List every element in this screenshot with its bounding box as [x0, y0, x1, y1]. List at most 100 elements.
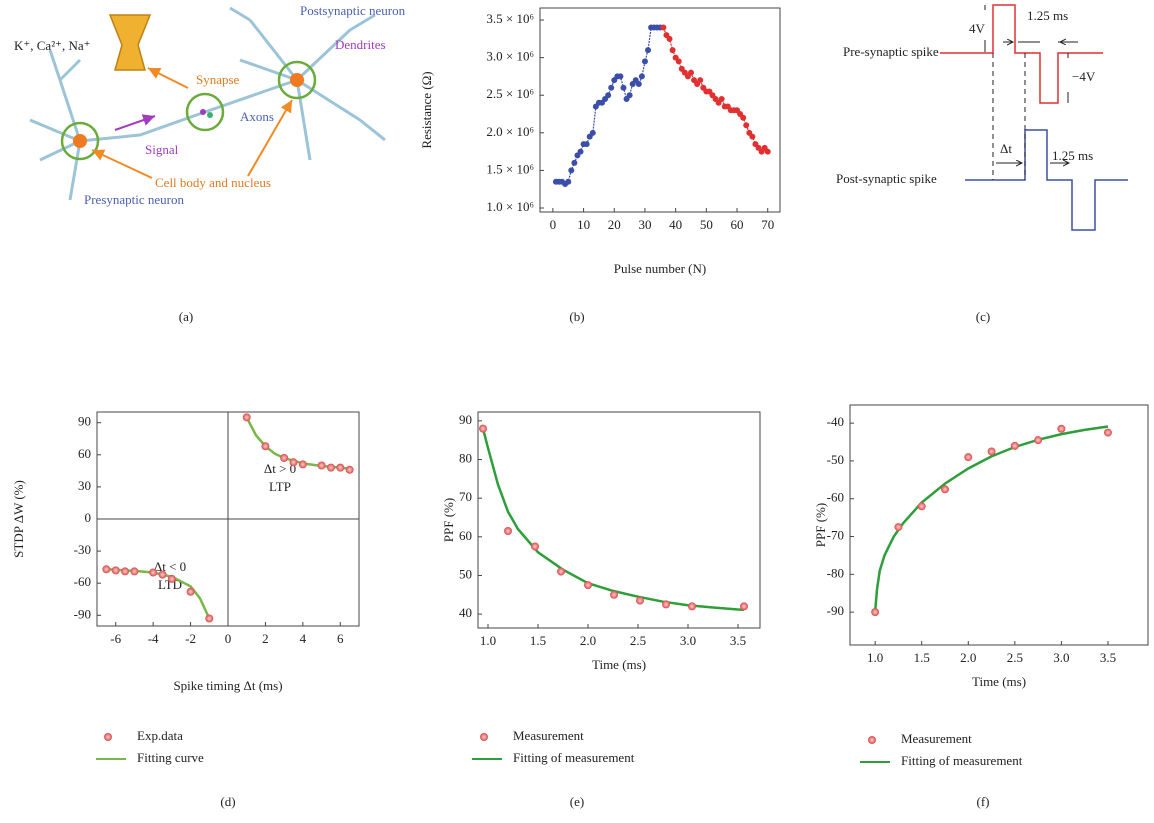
data-point: [662, 600, 670, 609]
y-tick-label: 60: [459, 528, 472, 543]
plot-frame: [849, 404, 1149, 646]
x-tick-label: 0: [550, 217, 557, 232]
y-tick-label: 70: [459, 489, 472, 504]
data-point: [149, 568, 158, 577]
series-line: [556, 27, 661, 185]
x-tick-label: 1.5: [530, 633, 546, 648]
data-point: [620, 84, 627, 91]
data-point: [608, 84, 615, 91]
panel-label: (c): [976, 309, 990, 324]
y-axis-label: Resistance (Ω): [419, 71, 434, 148]
spike-diagram: [940, 4, 1128, 231]
data-point: [121, 567, 130, 576]
annotation: LTP: [269, 479, 291, 494]
data-point: [317, 461, 326, 470]
y-tick-label: 30: [78, 478, 91, 493]
y-tick-label: 40: [459, 605, 472, 620]
data-point: [636, 596, 644, 605]
x-tick-label: 0: [225, 631, 232, 646]
data-point: [1010, 441, 1019, 450]
annotation: Δt > 0: [264, 461, 296, 476]
legend-label: Exp.data: [137, 728, 183, 743]
x-axis-label: Pulse number (N): [614, 261, 706, 276]
ions-label: K⁺, Ca²⁺, Na⁺: [14, 38, 90, 53]
data-point: [688, 602, 696, 611]
x-tick-label: 10: [577, 217, 590, 232]
data-point: [764, 148, 771, 155]
data-point: [987, 447, 996, 456]
cell-bodies: [60, 60, 317, 161]
data-point: [479, 424, 487, 433]
y-tick-label: 90: [78, 414, 91, 429]
annotation: Δt < 0: [154, 559, 186, 574]
x-tick-label: 40: [669, 217, 682, 232]
legend-marker: [104, 733, 112, 741]
x-tick-label: 3.0: [1053, 650, 1069, 665]
data-point: [749, 133, 756, 140]
data-point: [871, 608, 880, 617]
data-point: [894, 523, 903, 532]
y-tick-label: -50: [827, 452, 844, 467]
y-tick-label: 90: [459, 412, 472, 427]
data-point: [1057, 424, 1066, 433]
dendrites-label: Dendrites: [335, 37, 386, 52]
data-point: [617, 73, 624, 80]
y-tick-label: -70: [827, 528, 844, 543]
y-tick-label: 2.0 × 10⁶: [486, 124, 534, 139]
y-tick-label: -60: [827, 490, 844, 505]
data-point: [1103, 428, 1112, 437]
x-tick-label: 50: [700, 217, 713, 232]
x-axis-label: Time (ms): [592, 657, 646, 672]
data-point: [571, 159, 578, 166]
x-tick-label: 3.0: [680, 633, 696, 648]
data-point: [589, 129, 596, 136]
panel-label: (e): [570, 794, 584, 809]
plot-frame: [539, 7, 781, 213]
legend-label: Fitting of measurement: [901, 753, 1023, 768]
cell-body-label: Cell body and nucleus: [155, 175, 271, 190]
data-point: [280, 454, 289, 463]
y-tick-label: 3.0 × 10⁶: [486, 49, 534, 64]
legend-label: Fitting curve: [137, 750, 204, 765]
x-tick-label: 6: [337, 631, 344, 646]
data-point: [557, 567, 565, 576]
x-tick-label: -6: [110, 631, 121, 646]
y-tick-label: -80: [827, 565, 844, 580]
data-point: [697, 77, 704, 84]
data-point: [186, 587, 195, 596]
x-tick-label: 2.0: [580, 633, 596, 648]
synapse-label: Synapse: [196, 72, 240, 87]
arrows: [91, 67, 293, 179]
panel-label: (a): [179, 309, 193, 324]
signal-label: Signal: [145, 142, 179, 157]
x-tick-label: 4: [300, 631, 307, 646]
post-label: Post-synaptic spike: [836, 171, 937, 186]
data-point: [205, 614, 214, 623]
panel-label: (d): [220, 794, 235, 809]
legend-label: Measurement: [513, 728, 584, 743]
data-point: [345, 465, 354, 474]
post-width: 1.25 ms: [1052, 148, 1093, 163]
delta-t: Δt: [1000, 141, 1012, 156]
series-line: [873, 425, 1109, 613]
x-tick-label: 1.5: [914, 650, 930, 665]
x-axis-label: Spike timing Δt (ms): [173, 678, 282, 693]
axons-label: Axons: [240, 109, 274, 124]
data-point: [130, 567, 139, 576]
data-point: [111, 566, 120, 575]
data-point: [577, 148, 584, 155]
pre-negative: −4V: [1072, 69, 1096, 84]
data-point: [687, 69, 694, 76]
y-tick-label: 1.0 × 10⁶: [486, 199, 534, 214]
data-point: [740, 602, 748, 611]
data-point: [666, 35, 673, 42]
data-point: [675, 58, 682, 65]
data-point: [635, 80, 642, 87]
data-point: [645, 47, 652, 54]
data-point: [167, 574, 176, 583]
x-tick-label: 30: [638, 217, 651, 232]
legend-label: Measurement: [901, 731, 972, 746]
series-line: [481, 428, 745, 612]
legend-marker: [868, 736, 876, 744]
